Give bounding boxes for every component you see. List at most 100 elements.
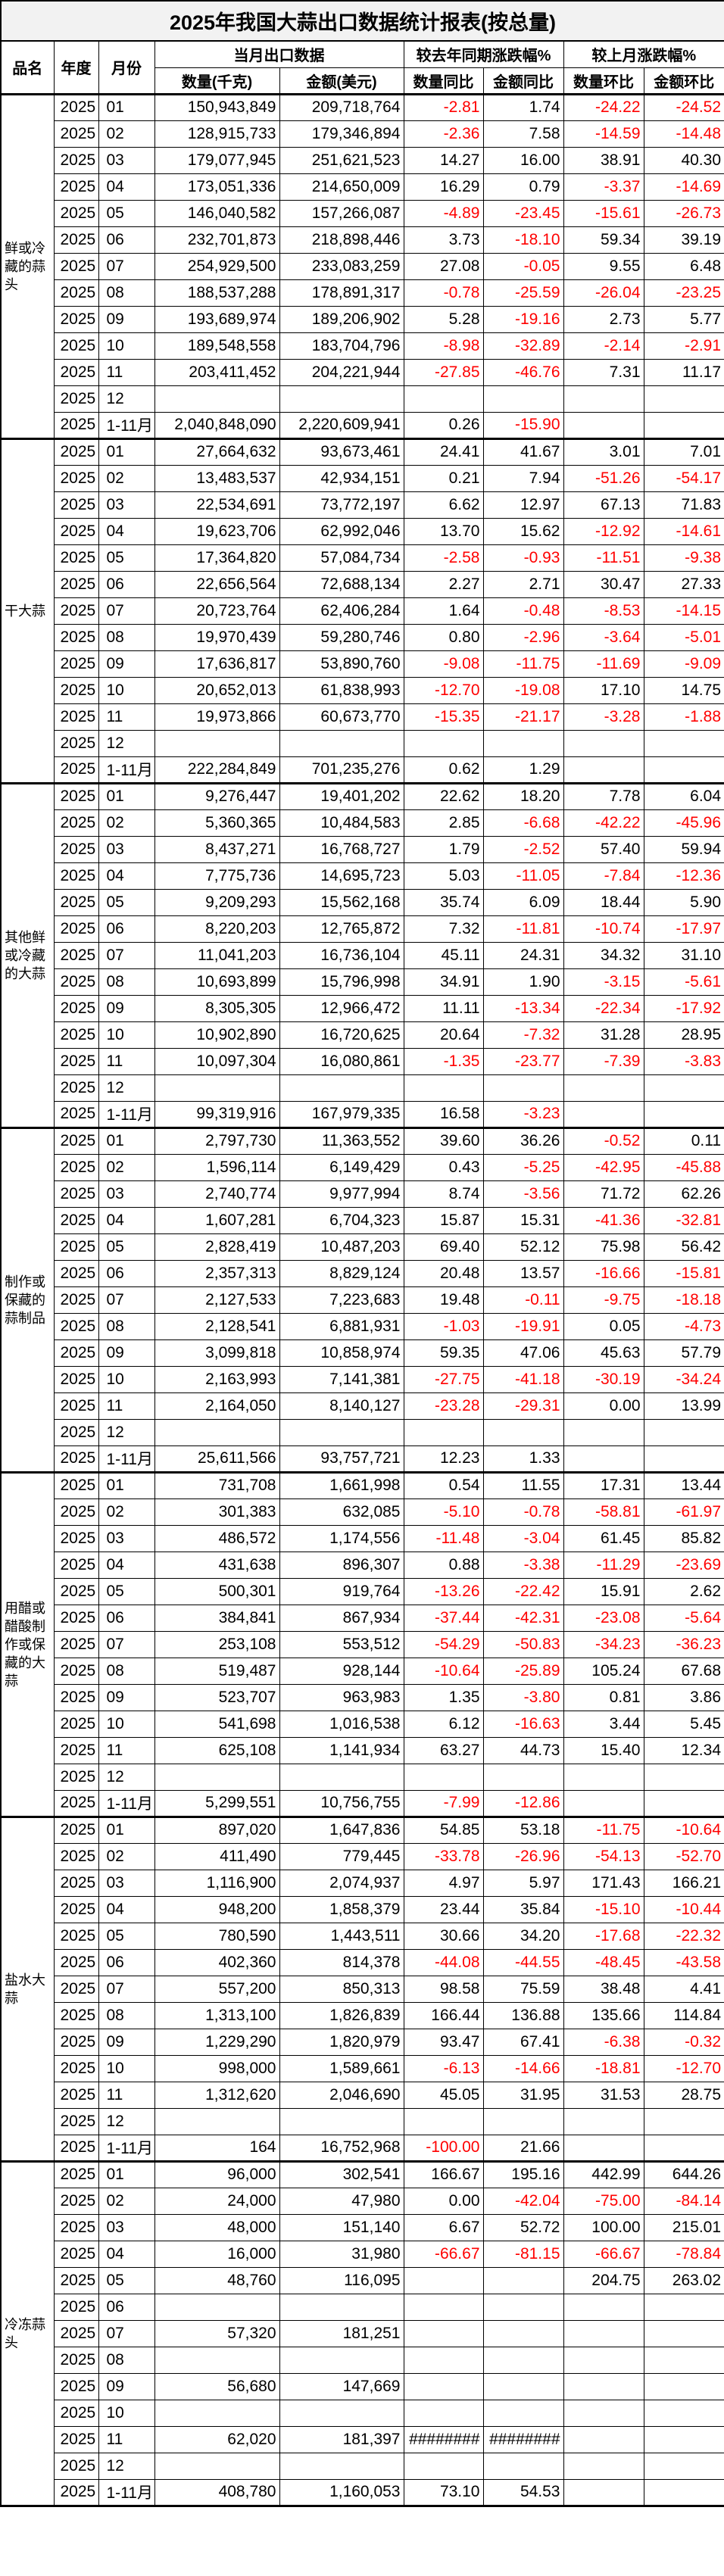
qty-mom-cell: -54.13 <box>563 1842 644 1870</box>
table-row: 2025 04 173,051,336 214,650,009 16.29 0.79 -3.… <box>1 173 724 201</box>
qty-yoy-cell: 69.40 <box>403 1233 484 1261</box>
amt-yoy-cell: 12.97 <box>482 491 564 519</box>
table-row: 2025 10 20,652,013 61,838,993 -12.70 -19.08 17… <box>1 676 724 704</box>
month-cell: 05 <box>98 1233 155 1261</box>
month-cell: 12 <box>98 729 155 757</box>
qty-mom-cell: 105.24 <box>563 1657 644 1685</box>
qty-mom-cell: 135.66 <box>563 2001 644 2029</box>
amt-cell: 15,562,168 <box>279 888 404 916</box>
amt-mom-cell: -12.36 <box>643 862 724 890</box>
table-row: 2025 06 232,701,873 218,898,446 3.73 -18.10 59… <box>1 226 724 254</box>
qty-mom-cell: -24.22 <box>563 93 644 121</box>
qty-mom-cell: -42.95 <box>563 1153 644 1181</box>
qty-yoy-cell: 8.74 <box>403 1180 484 1208</box>
amt-mom-cell: 14.75 <box>643 676 724 704</box>
year-cell: 2025 <box>53 2028 99 2056</box>
qty-yoy-cell: -5.10 <box>403 1498 484 1526</box>
year-cell: 2025 <box>53 809 99 837</box>
qty-yoy-cell: 22.62 <box>403 782 484 810</box>
year-cell: 2025 <box>53 2425 99 2453</box>
month-cell: 1-11月 <box>98 1100 155 1129</box>
amt-cell: 16,752,968 <box>279 2134 404 2163</box>
amt-yoy-cell <box>482 1074 564 1102</box>
amt-yoy-cell <box>482 1418 564 1446</box>
year-cell: 2025 <box>53 1763 99 1791</box>
qty-cell: 10,097,304 <box>154 1047 280 1075</box>
amt-cell: 919,764 <box>279 1577 404 1605</box>
qty-cell: 998,000 <box>154 2054 280 2082</box>
qty-cell: 7,775,736 <box>154 862 280 890</box>
month-cell: 11 <box>98 1392 155 1420</box>
qty-mom-cell: -17.68 <box>563 1922 644 1950</box>
month-cell: 08 <box>98 968 155 996</box>
year-cell: 2025 <box>53 2187 99 2215</box>
table-row: 2025 02 128,915,733 179,346,894 -2.36 7.58 -14… <box>1 120 724 148</box>
year-cell: 2025 <box>53 517 99 545</box>
month-cell: 03 <box>98 146 155 174</box>
year-cell: 2025 <box>53 2266 99 2294</box>
qty-cell: 99,319,916 <box>154 1100 280 1129</box>
year-cell: 2025 <box>53 2346 99 2374</box>
year-cell: 2025 <box>53 1074 99 1102</box>
amt-mom-cell: 4.41 <box>643 1975 724 2003</box>
qty-mom-cell: -26.04 <box>563 279 644 307</box>
qty-yoy-cell <box>403 729 484 757</box>
month-cell: 12 <box>98 385 155 413</box>
amt-cell: 233,083,259 <box>279 252 404 280</box>
qty-yoy-cell: -7.99 <box>403 1789 484 1818</box>
qty-yoy-cell: -54.29 <box>403 1630 484 1658</box>
qty-yoy-cell: -27.75 <box>403 1365 484 1393</box>
amt-mom-cell: 31.10 <box>643 941 724 969</box>
qty-yoy-cell: 45.05 <box>403 2081 484 2109</box>
qty-yoy-cell: 5.28 <box>403 305 484 333</box>
qty-yoy-cell: -11.48 <box>403 1524 484 1552</box>
qty-cell: 3,099,818 <box>154 1339 280 1367</box>
month-cell: 10 <box>98 1365 155 1393</box>
qty-cell: 1,116,900 <box>154 1869 280 1897</box>
table-row: 2025 06 22,656,564 72,688,134 2.27 2.71 30.47 2… <box>1 570 724 598</box>
amt-mom-cell <box>643 1074 724 1102</box>
table-row: 2025 08 188,537,288 178,891,317 -0.78 -25.59-… <box>1 279 724 307</box>
month-cell: 10 <box>98 332 155 360</box>
amt-yoy-cell: 15.31 <box>482 1206 564 1234</box>
qty-cell: 948,200 <box>154 1895 280 1923</box>
qty-cell: 1,313,100 <box>154 2001 280 2029</box>
amt-yoy-cell: 13.57 <box>482 1259 564 1287</box>
table-row: 2025 08 519,487 928,144 -10.64 -25.89 105.24 67… <box>1 1657 724 1685</box>
table-row: 2025 11 203,411,452 204,221,944 -27.85 -46.76… <box>1 358 724 386</box>
qty-mom-cell: 17.10 <box>563 676 644 704</box>
amt-mom-cell: -17.92 <box>643 994 724 1022</box>
report-body: 鲜或冷藏的蒜头 2025 01 150,943,849 209,718,764 -2.81… <box>0 93 724 2507</box>
amt-yoy-cell: -0.11 <box>482 1286 564 1314</box>
amt-mom-cell: -45.88 <box>643 1153 724 1181</box>
qty-mom-cell: 38.91 <box>563 146 644 174</box>
year-cell: 2025 <box>53 835 99 863</box>
amt-cell: 11,363,552 <box>279 1127 404 1155</box>
amt-mom-cell: -23.25 <box>643 279 724 307</box>
month-cell: 07 <box>98 252 155 280</box>
qty-yoy-cell: -15.35 <box>403 703 484 731</box>
qty-yoy-cell <box>403 2399 484 2427</box>
qty-mom-cell <box>563 2134 644 2163</box>
amt-cell: 189,206,902 <box>279 305 404 333</box>
qty-cell: 1,312,620 <box>154 2081 280 2109</box>
amt-mom-cell: -34.24 <box>643 1365 724 1393</box>
amt-yoy-cell: -42.04 <box>482 2187 564 2215</box>
qty-cell: 1,596,114 <box>154 1153 280 1181</box>
qty-yoy-cell: -66.67 <box>403 2240 484 2268</box>
month-cell: 12 <box>98 2452 155 2480</box>
amt-mom-cell: -17.97 <box>643 915 724 943</box>
amt-cell <box>279 2399 404 2427</box>
amt-yoy-cell: -3.56 <box>482 1180 564 1208</box>
amt-yoy-cell: 18.20 <box>482 782 564 810</box>
year-cell: 2025 <box>53 1286 99 1314</box>
qty-cell: 20,723,764 <box>154 597 280 625</box>
amt-yoy-cell: 21.66 <box>482 2134 564 2163</box>
qty-cell: 402,360 <box>154 1948 280 1976</box>
qty-cell: 8,437,271 <box>154 835 280 863</box>
table-row: 2025 1-11月 2,040,848,090 2,220,609,941 0.26-… <box>1 411 724 440</box>
table-row: 2025 08 1,313,100 1,826,839 166.44 136.88 135.… <box>1 2001 724 2029</box>
amt-yoy-cell: -21.17 <box>482 703 564 731</box>
amt-cell: 59,280,746 <box>279 623 404 651</box>
qty-cell: 2,797,730 <box>154 1127 280 1155</box>
